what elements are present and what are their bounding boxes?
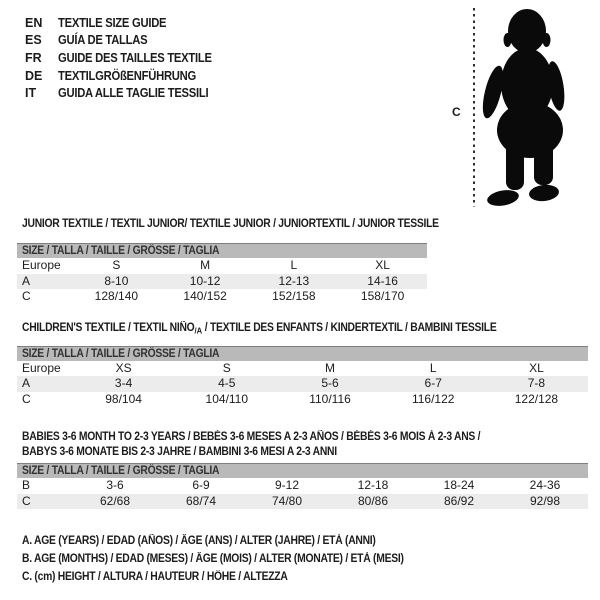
size-cell: XL [529,360,544,375]
value-cell: 6-7 [424,376,442,390]
language-code: FR [25,50,42,65]
table-title-junior: JUNIOR TEXTILE / TEXTIL JUNIOR/ TEXTILE … [22,218,439,230]
size-header-bar: SIZE / TALLA / TAILLE / GRÖSSE / TAGLIA [17,345,588,361]
size-cell: L [290,258,298,272]
value-cell: 92/98 [529,493,561,508]
size-header-label: SIZE / TALLA / TAILLE / GRÖSSE / TAGLIA [22,245,220,257]
table-title-babies: BABIES 3-6 MONTH TO 2-3 YEARS / BEBÉS 3-… [17,430,588,460]
language-code: DE [25,68,43,83]
value-cell: 98/104 [105,391,142,406]
value-cell: 9-12 [274,478,300,492]
value-cell: 4-5 [218,376,236,390]
table-row-age: A 3-4 4-5 5-6 6-7 7-8 [17,376,588,392]
table-row-height: C 62/68 68/74 74/80 80/86 86/92 92/98 [17,493,588,509]
baby-silhouette-icon [482,9,565,206]
title-text: CHILDREN'S TEXTILE / TEXTIL NIÑO [22,322,195,334]
table-row-height: C 98/104 104/110 110/116 116/122 122/128 [17,392,588,408]
footnotes: A. AGE (YEARS) / EDAD (AÑOS) / ÂGE (ANS)… [22,535,446,590]
value-cell: 104/110 [205,391,249,406]
junior-textile-table: JUNIOR TEXTILE / TEXTIL JUNIOR/ TEXTILE … [17,218,439,305]
table-title-children: CHILDREN'S TEXTILE / TEXTIL NIÑO/A / TEX… [22,322,497,337]
table-row-age-months: B 3-6 6-9 9-12 12-18 18-24 24-36 [17,478,588,494]
language-row: IT GUIDA ALLE TAGLIE TESSILI [25,84,229,102]
guide-title-de: TEXTILGRÖßENFÜHRUNG [58,68,196,83]
value-cell: 5-6 [321,376,339,390]
guide-title-en: TEXTILE SIZE GUIDE [58,15,167,30]
value-cell: 110/116 [309,391,351,406]
size-cell: XL [375,258,390,272]
value-cell: 80/86 [357,493,389,508]
size-cell: L [429,360,437,375]
value-cell: 140/152 [183,289,227,303]
table-row-height: C 128/140 140/152 152/158 158/170 [17,289,427,305]
value-cell: 24-36 [529,478,561,492]
value-cell: 86/92 [443,493,475,508]
table-row-europe: Europe XS S M L XL [17,361,588,377]
value-cell: 12-18 [357,478,389,492]
row-label: Europe [22,258,61,272]
title-text: / TEXTILE DES ENFANTS / KINDERTEXTIL / B… [202,322,497,334]
language-row: DE TEXTILGRÖßENFÜHRUNG [25,67,229,85]
footnote-age-years: A. AGE (YEARS) / EDAD (AÑOS) / ÂGE (ANS)… [22,535,376,547]
title-subscript: /A [194,325,203,336]
footnote-age-months: B. AGE (MONTHS) / EDAD (MESES) / ÂGE (MO… [22,553,404,566]
value-cell: 122/128 [514,391,559,406]
size-header-bar: SIZE / TALLA / TAILLE / GRÖSSE / TAGLIA [17,463,588,478]
size-header-bar: SIZE / TALLA / TAILLE / GRÖSSE / TAGLIA [17,243,427,258]
value-cell: 152/158 [272,289,316,303]
language-code: ES [25,33,42,48]
size-cell: M [200,258,211,272]
value-cell: 7-8 [527,376,546,390]
value-cell: 18-24 [443,478,475,492]
size-cell: S [222,360,231,375]
guide-title-es: GUÍA DE TALLAS [58,33,148,48]
value-cell: 158/170 [360,289,405,303]
value-cell: 74/80 [271,493,303,508]
size-header-label: SIZE / TALLA / TAILLE / GRÖSSE / TAGLIA [22,465,220,477]
size-cell: XS [115,360,132,375]
table-row-europe: Europe S M L XL [17,258,427,274]
value-cell: 116/122 [411,391,455,406]
table-row-age: A 8-10 10-12 12-13 14-16 [17,273,427,289]
title-line-2: BABYS 3-6 MONATE BIS 2-3 JAHRE / BAMBINI… [22,446,337,458]
row-label: B [22,478,31,492]
language-code: EN [25,15,43,30]
title-line-1: BABIES 3-6 MONTH TO 2-3 YEARS / BEBÉS 3-… [22,431,481,443]
row-label: C [22,289,31,303]
language-code: IT [25,86,37,101]
value-cell: 3-6 [106,478,124,492]
language-row: FR GUIDE DES TAILLES TEXTILE [25,49,229,67]
language-row: ES GUÍA DE TALLAS [25,32,229,50]
language-title-list: EN TEXTILE SIZE GUIDE ES GUÍA DE TALLAS … [25,14,229,102]
value-cell: 3-4 [114,376,133,390]
guide-title-it: GUIDA ALLE TAGLIE TESSILI [58,86,209,101]
value-cell: 10-12 [189,273,221,288]
row-label: A [22,273,31,288]
value-cell: 128/140 [94,289,139,303]
size-header-label: SIZE / TALLA / TAILLE / GRÖSSE / TAGLIA [22,347,220,360]
value-cell: 68/74 [185,493,217,508]
size-cell: M [325,360,335,375]
language-row: EN TEXTILE SIZE GUIDE [25,14,229,32]
row-label: Europe [22,360,61,375]
babies-textile-table: BABIES 3-6 MONTH TO 2-3 YEARS / BEBÉS 3-… [17,430,588,509]
row-label: A [22,376,31,390]
row-label: C [22,391,31,406]
value-cell: 6-9 [192,478,210,492]
row-label: C [22,493,31,508]
value-cell: 8-10 [104,273,129,288]
guide-title-fr: GUIDE DES TAILLES TEXTILE [58,50,212,65]
height-dashed-line [473,8,475,207]
value-cell: 62/68 [99,493,131,508]
size-cell: S [112,258,121,272]
footnote-height: C. (cm) HEIGHT / ALTURA / HAUTEUR / HÖHE… [22,571,288,584]
value-cell: 14-16 [367,273,398,288]
childrens-textile-table: CHILDREN'S TEXTILE / TEXTIL NIÑO/A / TEX… [17,322,588,407]
height-c-label: C [452,105,461,119]
value-cell: 12-13 [278,273,310,288]
